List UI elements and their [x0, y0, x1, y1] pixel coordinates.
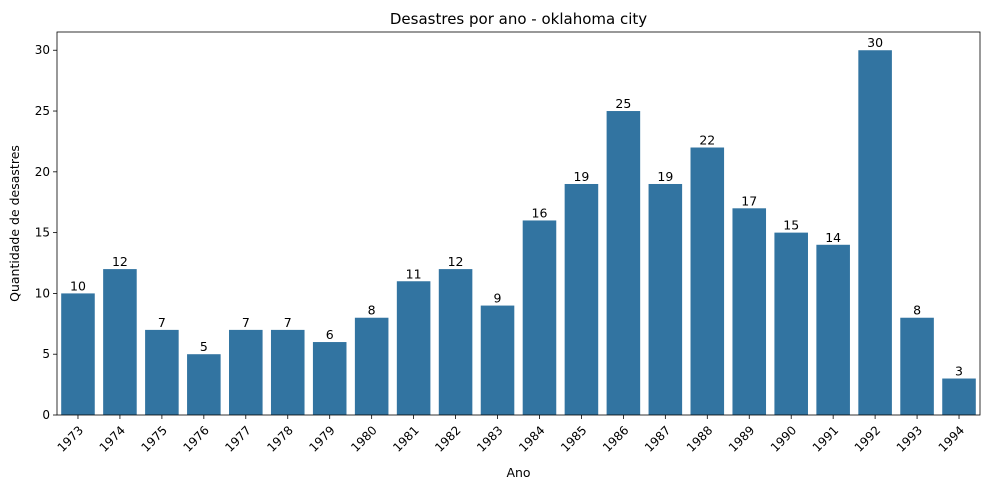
x-tick-label-1985: 1985	[558, 423, 589, 454]
x-tick-label-1974: 1974	[97, 423, 128, 454]
x-tick-label-1978: 1978	[264, 423, 295, 454]
x-tick-label-1977: 1977	[222, 423, 253, 454]
data-label-1992: 30	[867, 35, 883, 50]
data-label-1973: 10	[70, 278, 86, 293]
data-label-1988: 22	[699, 133, 715, 148]
x-tick-label-1990: 1990	[768, 423, 799, 454]
plot-frame	[56, 31, 981, 416]
x-tick-label-1994: 1994	[936, 423, 967, 454]
x-tick-label-1984: 1984	[516, 423, 547, 454]
data-label-1991: 14	[825, 230, 841, 245]
bar-1986	[606, 111, 641, 416]
x-tick-label-1991: 1991	[810, 423, 841, 454]
y-axis-title: Quantidade de desastres	[7, 145, 22, 302]
x-tick-label-1993: 1993	[894, 423, 925, 454]
bar-1983	[480, 305, 515, 415]
data-label-1987: 19	[657, 169, 673, 184]
data-label-1982: 12	[448, 254, 464, 269]
bar-1979	[312, 342, 347, 415]
data-label-1980: 8	[368, 303, 376, 318]
bar-1974	[103, 269, 137, 415]
data-label-1981: 11	[406, 266, 422, 281]
x-tick-label-1975: 1975	[139, 423, 170, 454]
bar-1978	[270, 329, 305, 415]
y-tick-label-20: 20	[35, 165, 50, 179]
x-tick-label-1973: 1973	[55, 423, 86, 454]
bar-1984	[522, 220, 557, 415]
bar-1993	[900, 317, 934, 415]
data-label-1979: 6	[326, 327, 334, 342]
data-label-1978: 7	[284, 315, 292, 330]
bar-1994	[942, 378, 976, 415]
data-label-1977: 7	[242, 315, 250, 330]
data-labels-layer: 10 12 7 5 7 7 6 8 11 12 9 16 19 25 19 22 17 15 14 30 8 3	[70, 35, 963, 378]
bars-layer	[61, 50, 976, 416]
y-tick-label-25: 25	[35, 104, 50, 118]
data-label-1984: 16	[532, 205, 548, 220]
y-tick-label-15: 15	[35, 226, 50, 240]
bar-1980	[354, 317, 389, 415]
x-tick-label-1980: 1980	[348, 423, 379, 454]
bar-1985	[564, 183, 599, 415]
x-tick-label-1992: 1992	[852, 423, 883, 454]
data-label-1990: 15	[783, 218, 799, 233]
bar-1982	[438, 269, 473, 415]
y-tick-label-10: 10	[35, 286, 50, 300]
bar-1991	[816, 244, 850, 415]
bar-1987	[648, 183, 683, 415]
x-tick-label-1983: 1983	[474, 423, 505, 454]
data-label-1974: 12	[112, 254, 128, 269]
bar-1989	[732, 208, 767, 415]
x-tick-label-1981: 1981	[390, 423, 421, 454]
x-axis-title: Ano	[506, 465, 530, 480]
bar-1990	[774, 232, 808, 415]
bar-1973	[61, 293, 95, 415]
data-label-1985: 19	[573, 169, 589, 184]
x-tick-label-1986: 1986	[600, 423, 631, 454]
y-tick-label-0: 0	[42, 408, 50, 422]
data-label-1986: 25	[615, 96, 631, 111]
bar-1975	[145, 329, 179, 415]
data-label-1975: 7	[158, 315, 166, 330]
x-tick-label-1976: 1976	[180, 423, 211, 454]
y-tick-label-5: 5	[42, 347, 50, 361]
bar-1976	[187, 354, 221, 415]
x-tick-label-1982: 1982	[432, 423, 463, 454]
data-label-1989: 17	[741, 193, 757, 208]
bar-1992	[858, 50, 892, 415]
bar-1981	[396, 281, 431, 415]
chart-title: Desastres por ano - oklahoma city	[390, 10, 647, 28]
x-tick-label-1987: 1987	[642, 423, 673, 454]
x-tick-label-1988: 1988	[684, 423, 715, 454]
bar-1977	[229, 329, 263, 415]
bar-1988	[690, 147, 725, 415]
y-axis: 0 5 10 15 20 25 30	[35, 43, 57, 422]
data-label-1976: 5	[200, 339, 208, 354]
x-tick-label-1979: 1979	[306, 423, 337, 454]
x-tick-label-1989: 1989	[726, 423, 757, 454]
data-label-1993: 8	[913, 303, 921, 318]
x-axis: 1973 1974 1975 1976 1977 1978 1979 1980 1981 1982…	[55, 415, 967, 455]
data-label-1994: 3	[955, 364, 963, 379]
data-label-1983: 9	[494, 291, 502, 306]
y-tick-label-30: 30	[35, 43, 50, 57]
